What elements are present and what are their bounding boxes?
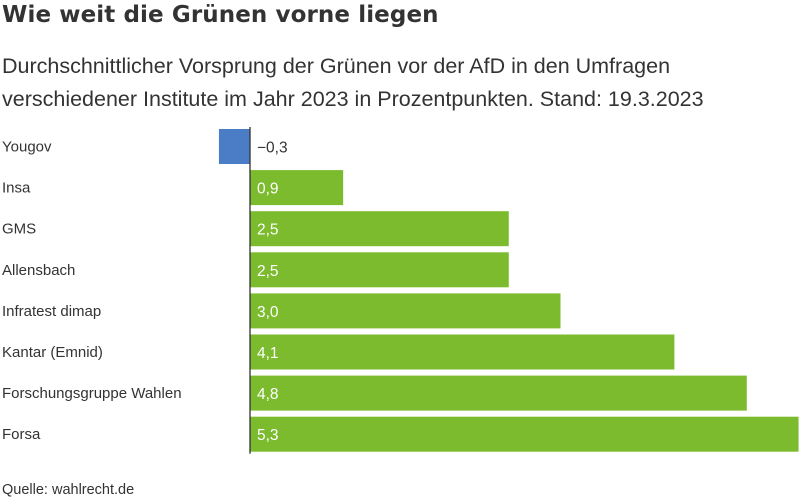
value-label: 3,0 <box>257 304 279 321</box>
value-label: 4,1 <box>257 345 279 362</box>
chart-subtitle: Durchschnittlicher Vorsprung der Grünen … <box>2 54 704 111</box>
source-note: Quelle: wahlrecht.de <box>2 482 135 498</box>
bar <box>250 293 561 329</box>
bar <box>250 416 799 452</box>
value-label: 4,8 <box>257 386 279 403</box>
category-label: Forschungsgruppe Wahlen <box>2 385 182 402</box>
category-label: Kantar (Emnid) <box>2 344 103 361</box>
category-label: Insa <box>2 180 31 197</box>
chart-title: Wie weit die Grünen vorne liegen <box>2 2 439 28</box>
bar <box>250 334 675 370</box>
category-label: Yougov <box>2 139 52 156</box>
bar <box>218 129 250 164</box>
bar <box>250 170 344 206</box>
category-label: Forsa <box>2 426 41 443</box>
value-label: 2,5 <box>257 222 279 239</box>
category-label: Allensbach <box>2 262 75 279</box>
value-label: 2,5 <box>257 263 279 280</box>
bar <box>250 375 747 411</box>
value-label: −0,3 <box>257 140 288 157</box>
bar <box>250 211 509 247</box>
value-label: 5,3 <box>257 427 279 444</box>
bar <box>250 252 509 288</box>
value-label: 0,9 <box>257 181 279 198</box>
category-label: Infratest dimap <box>2 303 101 320</box>
category-label: GMS <box>2 221 36 238</box>
